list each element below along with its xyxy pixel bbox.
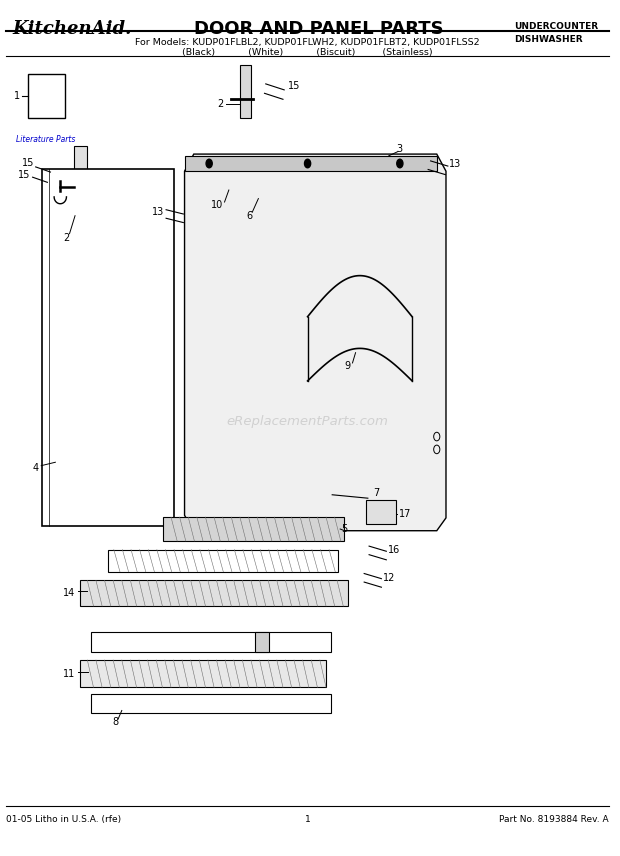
Text: Part No. 8193884 Rev. A: Part No. 8193884 Rev. A: [499, 815, 609, 824]
Text: DISHWASHER: DISHWASHER: [513, 35, 582, 45]
Bar: [80, 660, 326, 687]
Text: KitchenAid.: KitchenAid.: [12, 20, 131, 38]
Bar: [28, 74, 64, 118]
Text: 15: 15: [288, 81, 300, 92]
Bar: [74, 146, 87, 207]
Text: 14: 14: [63, 588, 75, 598]
Bar: [240, 65, 251, 118]
Text: 6: 6: [246, 211, 252, 221]
Text: 17: 17: [399, 508, 411, 519]
Bar: [108, 550, 339, 572]
Circle shape: [397, 159, 403, 168]
Text: DOOR AND PANEL PARTS: DOOR AND PANEL PARTS: [194, 20, 443, 38]
Text: 8: 8: [113, 716, 118, 727]
Polygon shape: [185, 154, 446, 531]
Text: For Models: KUDP01FLBL2, KUDP01FLWH2, KUDP01FLBT2, KUDP01FLSS2: For Models: KUDP01FLBL2, KUDP01FLWH2, KU…: [135, 38, 480, 47]
Text: 15: 15: [19, 169, 31, 180]
Bar: [91, 694, 331, 713]
Text: 13: 13: [449, 159, 461, 169]
Text: 1: 1: [14, 91, 20, 101]
Text: eReplacementParts.com: eReplacementParts.com: [227, 414, 389, 428]
Circle shape: [206, 159, 212, 168]
Text: 12: 12: [383, 573, 395, 583]
Text: 2: 2: [63, 233, 69, 243]
Bar: [80, 580, 348, 606]
Text: 11: 11: [63, 669, 75, 679]
Text: 4: 4: [33, 463, 38, 473]
Text: 2: 2: [217, 99, 223, 110]
Bar: [185, 156, 436, 171]
Text: 1: 1: [304, 815, 311, 824]
Text: 16: 16: [388, 545, 400, 556]
Text: 9: 9: [345, 361, 351, 372]
Text: 15: 15: [22, 158, 34, 168]
Text: 13: 13: [152, 207, 164, 217]
Bar: [91, 632, 331, 652]
Bar: [255, 632, 270, 652]
Circle shape: [304, 159, 311, 168]
Text: 7: 7: [373, 488, 379, 498]
Bar: [42, 169, 174, 526]
Text: (Black)           (White)           (Biscuit)         (Stainless): (Black) (White) (Biscuit) (Stainless): [182, 48, 433, 57]
Text: 5: 5: [342, 524, 348, 534]
Bar: [163, 517, 345, 541]
Text: 01-05 Litho in U.S.A. (rfe): 01-05 Litho in U.S.A. (rfe): [6, 815, 122, 824]
Bar: [366, 500, 396, 524]
Text: UNDERCOUNTER: UNDERCOUNTER: [513, 22, 598, 32]
Text: 10: 10: [211, 200, 223, 211]
Text: 3: 3: [397, 144, 403, 154]
Text: Literature Parts: Literature Parts: [17, 135, 76, 145]
